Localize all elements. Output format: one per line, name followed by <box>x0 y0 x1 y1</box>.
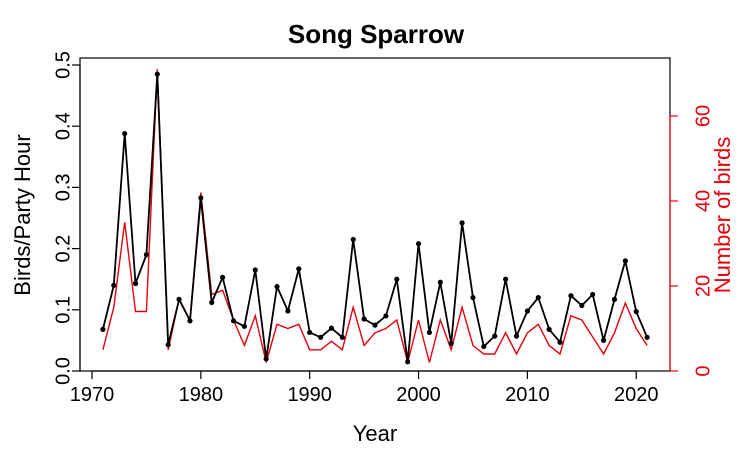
y2-tick-label: 60 <box>692 105 714 127</box>
data-point <box>470 294 476 301</box>
y2-tick-label: 40 <box>692 190 714 212</box>
data-point <box>220 274 226 280</box>
data-point <box>241 323 247 329</box>
y2-axis-label: Number of birds <box>710 137 735 294</box>
data-point <box>513 333 520 339</box>
data-point <box>111 282 117 288</box>
y-tick-label: 0.4 <box>52 112 74 140</box>
data-point <box>307 329 313 336</box>
data-point <box>165 342 171 348</box>
data-point <box>546 326 552 332</box>
x-tick-label: 1970 <box>70 384 115 406</box>
data-point <box>317 334 324 340</box>
data-point <box>350 236 356 243</box>
data-point <box>328 325 335 331</box>
x-tick-label: 1980 <box>179 384 224 406</box>
data-point <box>176 296 182 302</box>
data-point <box>426 329 433 336</box>
data-point <box>252 267 258 273</box>
data-point <box>122 130 128 137</box>
data-point <box>361 316 367 322</box>
data-point <box>274 283 280 290</box>
data-point <box>568 293 574 299</box>
y-tick-label: 0.0 <box>52 357 74 385</box>
data-point <box>263 356 269 362</box>
y-tick-label: 0.5 <box>52 51 74 79</box>
data-point <box>187 318 193 324</box>
data-point <box>524 308 530 314</box>
x-tick-label: 2010 <box>505 384 550 406</box>
x-tick-label: 2020 <box>614 384 659 406</box>
data-point <box>198 195 204 201</box>
data-point <box>492 333 498 339</box>
data-point <box>405 359 411 365</box>
data-point <box>448 340 454 347</box>
data-point <box>481 343 487 350</box>
data-point <box>339 334 345 340</box>
data-point <box>579 302 585 309</box>
data-point <box>611 296 618 302</box>
x-tick-label: 1990 <box>287 384 332 406</box>
data-point <box>600 337 607 343</box>
data-point <box>503 276 509 282</box>
data-point <box>590 291 596 298</box>
y-axis-right: 0 20 40 60 <box>669 105 714 377</box>
y2-tick-label: 0 <box>692 365 714 376</box>
data-point <box>372 322 378 328</box>
chart-title: Song Sparrow <box>288 19 465 49</box>
data-point <box>535 294 541 301</box>
y-axis-left: 0.0 0.1 0.2 0.3 0.4 0.5 <box>52 51 81 385</box>
data-point <box>622 258 628 264</box>
y-tick-label: 0.1 <box>52 296 74 324</box>
data-point <box>296 266 302 272</box>
data-point <box>154 71 160 77</box>
data-point <box>633 309 639 315</box>
data-point <box>100 326 106 332</box>
data-point <box>132 280 139 287</box>
x-tick-label: 2000 <box>396 384 441 406</box>
data-point <box>285 308 291 314</box>
data-point <box>415 241 422 247</box>
x-axis: 1970 1980 1990 2000 2010 2020 <box>70 370 659 406</box>
data-point <box>644 334 650 340</box>
series-layer <box>100 69 650 365</box>
data-point <box>437 279 443 285</box>
y-axis-label: Birds/Party Hour <box>10 134 35 295</box>
series-line-birds-per-party-hour <box>102 74 648 362</box>
data-point <box>394 276 400 282</box>
data-point <box>209 299 215 306</box>
data-point <box>383 313 389 319</box>
y2-tick-label: 20 <box>692 275 714 297</box>
x-axis-label: Year <box>353 421 397 446</box>
data-point <box>459 220 465 226</box>
data-point <box>230 318 237 324</box>
data-point <box>557 339 563 345</box>
y-tick-label: 0.2 <box>52 235 74 263</box>
data-point <box>143 252 150 258</box>
y-tick-label: 0.3 <box>52 173 74 201</box>
